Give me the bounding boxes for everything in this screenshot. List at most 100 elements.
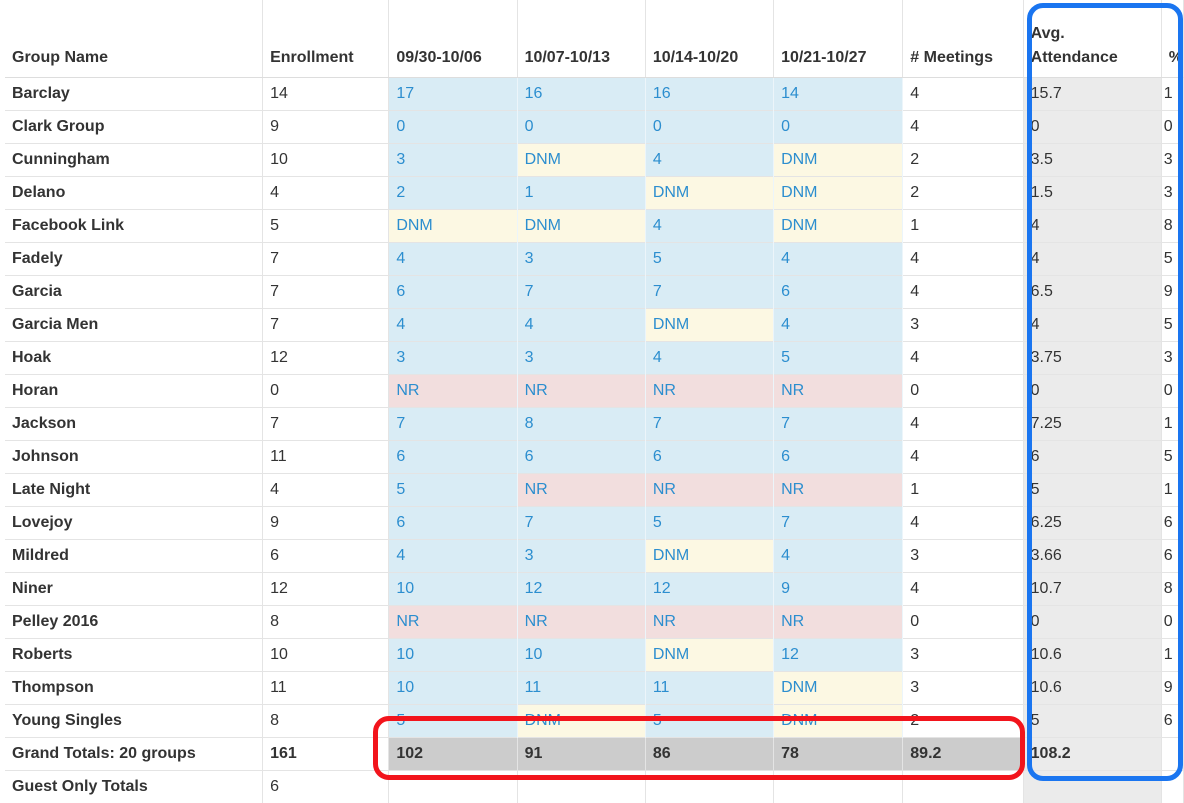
week-4-attendance-cell[interactable]: 4 — [774, 243, 903, 276]
col-header-week-4[interactable]: 10/21-10/27 — [774, 0, 903, 78]
percent-cell: 6 — [1161, 705, 1183, 738]
week-4-attendance-cell[interactable]: 9 — [774, 573, 903, 606]
col-header-week-3[interactable]: 10/14-10/20 — [645, 0, 773, 78]
week-1-attendance-cell[interactable]: 5 — [389, 474, 517, 507]
week-1-attendance-cell[interactable]: 10 — [389, 573, 517, 606]
col-header-week-1[interactable]: 09/30-10/06 — [389, 0, 517, 78]
week-4-attendance-cell[interactable]: 5 — [774, 342, 903, 375]
week-3-attendance-cell[interactable]: 4 — [645, 144, 773, 177]
week-1-attendance-cell[interactable]: 10 — [389, 672, 517, 705]
week-3-attendance-cell[interactable]: 5 — [645, 243, 773, 276]
meetings-cell: 4 — [903, 408, 1023, 441]
week-1-attendance-cell[interactable]: 3 — [389, 342, 517, 375]
week-1-attendance-cell[interactable]: 6 — [389, 507, 517, 540]
week-1-attendance-cell[interactable]: 0 — [389, 111, 517, 144]
week-2-attendance-cell[interactable]: DNM — [517, 144, 645, 177]
week-3-attendance-cell[interactable]: DNM — [645, 540, 773, 573]
week-3-attendance-cell[interactable]: 7 — [645, 408, 773, 441]
week-3-attendance-cell[interactable]: 4 — [645, 342, 773, 375]
week-1-attendance-cell[interactable]: 4 — [389, 243, 517, 276]
week-4-attendance-cell[interactable]: DNM — [774, 705, 903, 738]
group-name-cell: Garcia — [5, 276, 263, 309]
week-2-attendance-cell[interactable]: 3 — [517, 540, 645, 573]
week-1-attendance-cell[interactable]: NR — [389, 606, 517, 639]
week-3-attendance-cell[interactable]: DNM — [645, 639, 773, 672]
week-1-attendance-cell[interactable]: 6 — [389, 276, 517, 309]
week-4-attendance-cell[interactable]: 0 — [774, 111, 903, 144]
week-2-attendance-cell[interactable]: DNM — [517, 705, 645, 738]
week-2-attendance-cell[interactable]: 3 — [517, 243, 645, 276]
week-4-attendance-cell[interactable]: 12 — [774, 639, 903, 672]
week-4-attendance-cell[interactable]: 4 — [774, 540, 903, 573]
week-1-attendance-cell[interactable]: 4 — [389, 309, 517, 342]
week-4-attendance-cell[interactable]: NR — [774, 375, 903, 408]
week-1-attendance-cell[interactable]: 6 — [389, 441, 517, 474]
col-header-avg-attendance[interactable]: Avg. Attendance — [1023, 0, 1161, 78]
enrollment-cell: 12 — [263, 342, 389, 375]
week-4-attendance-cell[interactable]: 7 — [774, 507, 903, 540]
week-2-attendance-cell[interactable]: 10 — [517, 639, 645, 672]
guest-totals-cell — [389, 771, 517, 803]
week-2-attendance-cell[interactable]: 6 — [517, 441, 645, 474]
week-2-attendance-cell[interactable]: NR — [517, 375, 645, 408]
week-2-attendance-cell[interactable]: 1 — [517, 177, 645, 210]
col-header-percent[interactable]: % — [1161, 0, 1183, 78]
week-4-attendance-cell[interactable]: 6 — [774, 441, 903, 474]
week-3-attendance-cell[interactable]: NR — [645, 474, 773, 507]
week-4-attendance-cell[interactable]: DNM — [774, 177, 903, 210]
col-header-enrollment[interactable]: Enrollment — [263, 0, 389, 78]
week-3-attendance-cell[interactable]: 5 — [645, 507, 773, 540]
week-2-attendance-cell[interactable]: 0 — [517, 111, 645, 144]
week-1-attendance-cell[interactable]: 10 — [389, 639, 517, 672]
week-1-attendance-cell[interactable]: NR — [389, 375, 517, 408]
week-3-attendance-cell[interactable]: 7 — [645, 276, 773, 309]
week-2-attendance-cell[interactable]: 7 — [517, 507, 645, 540]
week-1-attendance-cell[interactable]: 7 — [389, 408, 517, 441]
week-3-attendance-cell[interactable]: 16 — [645, 78, 773, 111]
week-4-attendance-cell[interactable]: 6 — [774, 276, 903, 309]
week-3-attendance-cell[interactable]: NR — [645, 375, 773, 408]
week-2-attendance-cell[interactable]: 8 — [517, 408, 645, 441]
week-2-attendance-cell[interactable]: NR — [517, 474, 645, 507]
week-4-attendance-cell[interactable]: NR — [774, 474, 903, 507]
week-4-attendance-cell[interactable]: DNM — [774, 672, 903, 705]
week-3-attendance-cell[interactable]: 0 — [645, 111, 773, 144]
week-3-attendance-cell[interactable]: DNM — [645, 309, 773, 342]
week-4-attendance-cell[interactable]: DNM — [774, 144, 903, 177]
col-header-week-2[interactable]: 10/07-10/13 — [517, 0, 645, 78]
week-2-attendance-cell[interactable]: NR — [517, 606, 645, 639]
week-1-attendance-cell[interactable]: 2 — [389, 177, 517, 210]
attendance-table: Group Name Enrollment 09/30-10/06 10/07-… — [5, 0, 1184, 803]
avg-attendance-cell: 3.75 — [1023, 342, 1161, 375]
week-2-attendance-cell[interactable]: 3 — [517, 342, 645, 375]
col-header-meetings[interactable]: # Meetings — [903, 0, 1023, 78]
week-3-attendance-cell[interactable]: DNM — [645, 177, 773, 210]
week-3-attendance-cell[interactable]: 5 — [645, 705, 773, 738]
week-1-attendance-cell[interactable]: 5 — [389, 705, 517, 738]
week-4-attendance-cell[interactable]: DNM — [774, 210, 903, 243]
week-3-attendance-cell[interactable]: 6 — [645, 441, 773, 474]
week-2-attendance-cell[interactable]: 12 — [517, 573, 645, 606]
week-2-attendance-cell[interactable]: 16 — [517, 78, 645, 111]
week-1-attendance-cell[interactable]: 17 — [389, 78, 517, 111]
week-4-attendance-cell[interactable]: 4 — [774, 309, 903, 342]
week-2-attendance-cell[interactable]: 7 — [517, 276, 645, 309]
week-2-attendance-cell[interactable]: 11 — [517, 672, 645, 705]
week-2-attendance-cell[interactable]: 4 — [517, 309, 645, 342]
grand-totals-meetings: 89.2 — [903, 738, 1023, 771]
week-3-attendance-cell[interactable]: 11 — [645, 672, 773, 705]
week-3-attendance-cell[interactable]: NR — [645, 606, 773, 639]
week-1-attendance-cell[interactable]: 3 — [389, 144, 517, 177]
week-3-attendance-cell[interactable]: 12 — [645, 573, 773, 606]
week-4-attendance-cell[interactable]: 14 — [774, 78, 903, 111]
percent-cell: 3 — [1161, 342, 1183, 375]
header-row: Group Name Enrollment 09/30-10/06 10/07-… — [5, 0, 1184, 78]
week-4-attendance-cell[interactable]: 7 — [774, 408, 903, 441]
col-header-group-name[interactable]: Group Name — [5, 0, 263, 78]
week-4-attendance-cell[interactable]: NR — [774, 606, 903, 639]
week-1-attendance-cell[interactable]: 4 — [389, 540, 517, 573]
week-1-attendance-cell[interactable]: DNM — [389, 210, 517, 243]
week-3-attendance-cell[interactable]: 4 — [645, 210, 773, 243]
week-2-attendance-cell[interactable]: DNM — [517, 210, 645, 243]
